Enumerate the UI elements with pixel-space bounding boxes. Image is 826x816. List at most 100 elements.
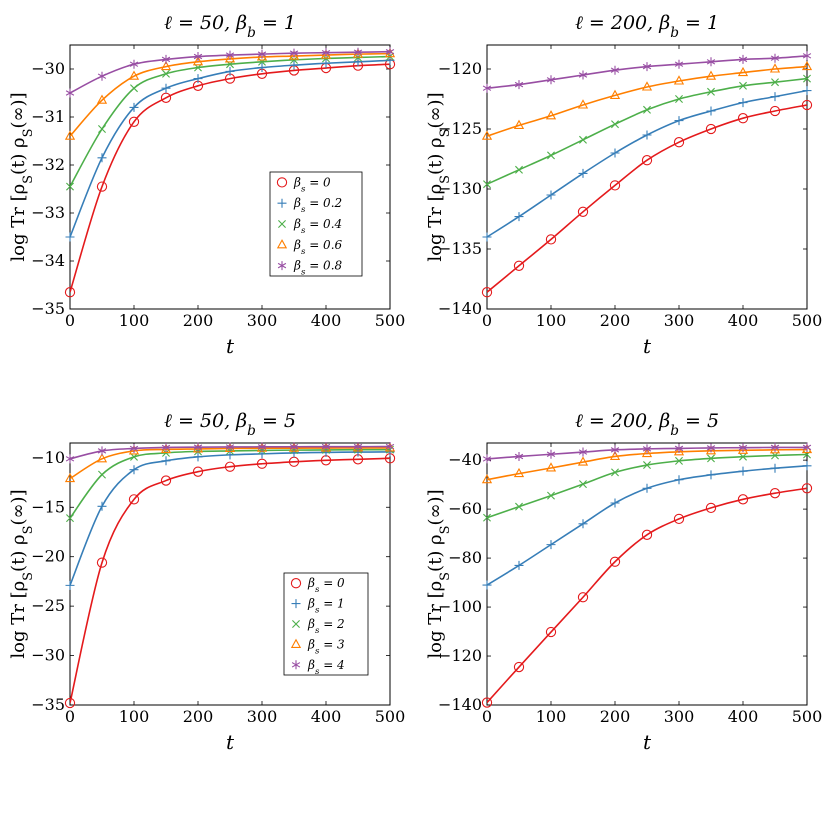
series-4 bbox=[481, 443, 813, 484]
data-point bbox=[737, 66, 749, 77]
data-point bbox=[161, 83, 171, 93]
chart-panel-3: ℓ = 50, βb = 5 log Tr [ρS(t) ρS(∞)] t 0 100 2… bbox=[8, 410, 405, 754]
y-tick-label: −25 bbox=[31, 596, 65, 615]
x-axis-label: t bbox=[226, 334, 235, 358]
data-point bbox=[160, 60, 172, 71]
data-point bbox=[738, 98, 748, 108]
data-point bbox=[193, 52, 203, 62]
y-tick-label: −30 bbox=[31, 646, 65, 665]
series-line bbox=[487, 89, 807, 238]
legend-marker bbox=[277, 261, 287, 271]
x-axis-label: t bbox=[643, 730, 652, 754]
legend-marker bbox=[290, 578, 302, 589]
y-tick-label: −80 bbox=[448, 548, 482, 567]
data-point bbox=[738, 54, 748, 64]
data-point bbox=[97, 446, 107, 456]
data-point bbox=[546, 540, 556, 550]
data-point bbox=[481, 287, 493, 298]
data-point bbox=[802, 461, 812, 471]
series-line bbox=[70, 457, 390, 704]
series-line bbox=[70, 55, 390, 187]
series-4 bbox=[481, 60, 813, 140]
data-point bbox=[129, 102, 139, 112]
x-tick-label: 500 bbox=[792, 311, 823, 330]
series-5 bbox=[65, 442, 395, 464]
data-point bbox=[739, 452, 747, 461]
data-point bbox=[257, 49, 267, 59]
data-point bbox=[385, 55, 395, 65]
legend: βs = 0 βs = 1βs = 2βs = 3 βs = 4 bbox=[283, 572, 369, 677]
data-point bbox=[482, 454, 492, 464]
legend-entry: βs = 0 bbox=[307, 576, 345, 595]
x-tick-label: 300 bbox=[247, 311, 278, 330]
data-point bbox=[738, 443, 748, 453]
data-point bbox=[161, 442, 171, 452]
y-tick-label: −20 bbox=[31, 547, 65, 566]
data-point bbox=[610, 498, 620, 508]
plot-frame bbox=[69, 44, 391, 310]
legend-marker bbox=[291, 660, 301, 670]
data-point bbox=[673, 137, 685, 148]
data-point bbox=[643, 105, 651, 114]
data-point bbox=[737, 444, 749, 454]
data-point bbox=[609, 180, 621, 191]
data-point bbox=[802, 51, 812, 61]
data-point bbox=[193, 452, 203, 462]
x-tick-label: 200 bbox=[600, 311, 631, 330]
data-point bbox=[771, 78, 779, 87]
data-point bbox=[129, 443, 139, 453]
x-tick-label: 300 bbox=[664, 707, 695, 726]
data-point bbox=[674, 116, 684, 126]
x-tick-label: 300 bbox=[664, 311, 695, 330]
legend-box bbox=[283, 572, 369, 676]
data-point bbox=[128, 494, 140, 505]
data-point bbox=[642, 444, 652, 454]
plot-frame bbox=[486, 44, 808, 310]
data-point bbox=[289, 60, 299, 70]
data-point bbox=[545, 462, 557, 472]
data-point bbox=[545, 110, 557, 120]
x-tick-label: 0 bbox=[65, 311, 75, 330]
chart-title: ℓ = 200, βb = 5 bbox=[575, 410, 719, 439]
x-tick-label: 100 bbox=[536, 311, 567, 330]
y-tick-label: −120 bbox=[438, 646, 482, 665]
x-tick-label: 400 bbox=[728, 707, 759, 726]
x-tick-label: 0 bbox=[482, 311, 492, 330]
legend-box bbox=[269, 171, 363, 277]
data-point bbox=[483, 180, 491, 189]
data-point bbox=[353, 442, 363, 452]
data-point bbox=[578, 168, 588, 178]
data-point bbox=[129, 59, 139, 69]
data-point bbox=[64, 130, 76, 140]
data-point bbox=[515, 502, 523, 511]
series-3 bbox=[483, 74, 811, 189]
data-point bbox=[353, 47, 363, 57]
legend-marker bbox=[277, 198, 287, 208]
legend-entry: βs = 0.2 bbox=[293, 196, 342, 215]
data-point bbox=[96, 94, 108, 104]
data-point bbox=[96, 557, 108, 568]
data-point bbox=[546, 449, 556, 459]
data-point bbox=[482, 232, 492, 242]
series-line bbox=[70, 451, 390, 586]
data-point bbox=[641, 447, 653, 458]
data-point bbox=[481, 697, 493, 708]
legend-marker bbox=[276, 239, 288, 249]
y-tick-label: −140 bbox=[438, 695, 482, 714]
y-tick-label: −130 bbox=[438, 179, 482, 198]
data-point bbox=[642, 62, 652, 72]
data-point bbox=[482, 83, 492, 93]
data-point bbox=[515, 165, 523, 174]
data-point bbox=[769, 63, 781, 73]
data-point bbox=[161, 456, 171, 466]
chart-panel-1: ℓ = 50, βb = 1 log Tr [ρS(t) ρS(∞)] t 0 100 2… bbox=[8, 12, 405, 358]
data-point bbox=[288, 50, 300, 60]
data-point bbox=[609, 450, 621, 461]
x-tick-label: 100 bbox=[119, 311, 150, 330]
data-point bbox=[546, 75, 556, 85]
legend-marker bbox=[292, 620, 300, 628]
data-point bbox=[609, 89, 621, 99]
data-point bbox=[546, 190, 556, 200]
data-point bbox=[224, 461, 236, 472]
